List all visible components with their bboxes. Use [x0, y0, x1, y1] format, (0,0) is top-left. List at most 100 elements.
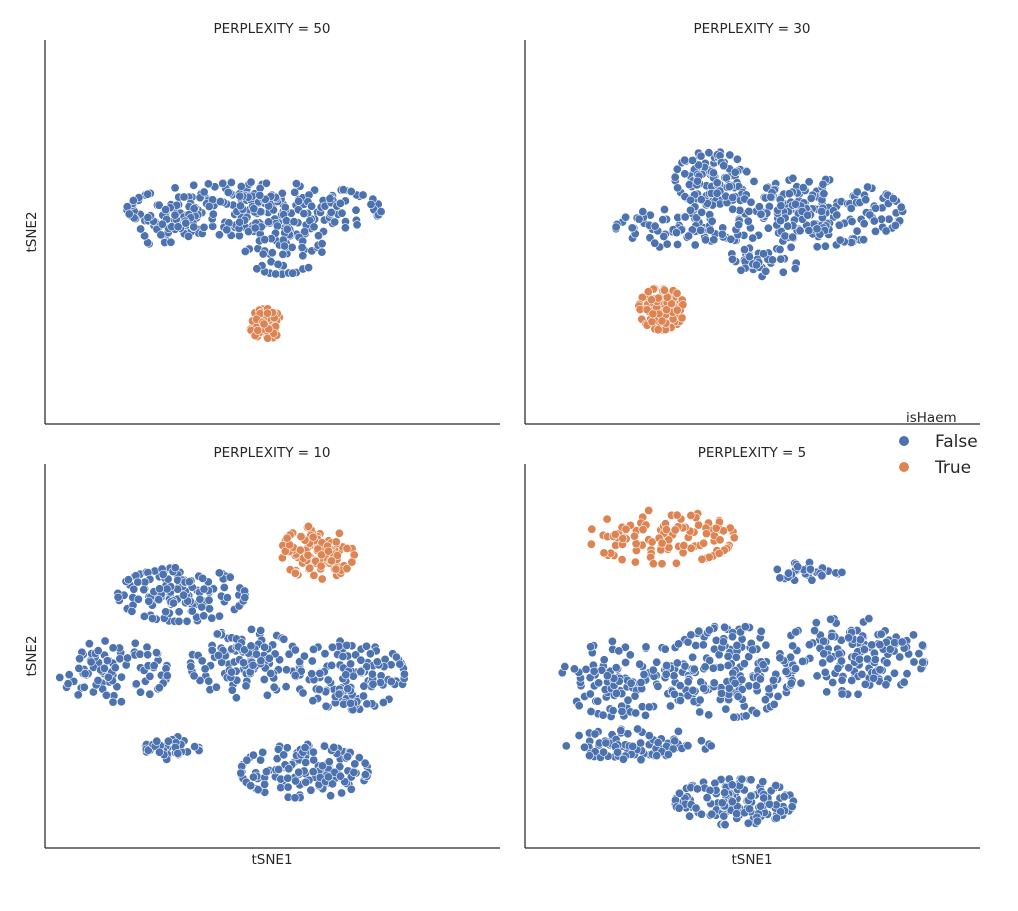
scatter-point-false [723, 651, 733, 661]
scatter-point-false [283, 782, 293, 792]
scatter-point-false [648, 665, 658, 675]
scatter-point-false [764, 799, 774, 809]
scatter-point-false [579, 742, 589, 752]
scatter-point-false [696, 809, 706, 819]
scatter-point-false [143, 189, 153, 199]
scatter-point-false [360, 758, 370, 768]
scatter-point-false [212, 629, 222, 639]
scatter-point-false [161, 205, 171, 215]
scatter-point-true [331, 564, 341, 574]
scatter-point-false [732, 809, 742, 819]
scatter-point-false [288, 268, 298, 278]
scatter-point-false [162, 584, 172, 594]
scatter-point-false [267, 248, 277, 258]
scatter-point-false [746, 197, 756, 207]
scatter-point-true [290, 568, 300, 578]
scatter-point-false [187, 606, 197, 616]
scatter-point-false [743, 818, 753, 828]
scatter-point-false [636, 738, 646, 748]
scatter-point-false [633, 724, 643, 734]
scatter-point-false [761, 640, 771, 650]
y-axis-label: tSNE2 [24, 635, 40, 676]
scatter-point-false [732, 640, 742, 650]
scatter-point-false [662, 660, 672, 670]
scatter-point-true [697, 554, 707, 564]
scatter-point-true [686, 510, 696, 520]
scatter-point-false [253, 785, 263, 795]
scatter-point-false [630, 691, 640, 701]
scatter-point-false [149, 661, 159, 671]
scatter-point-false [294, 767, 304, 777]
scatter-point-false [688, 685, 698, 695]
scatter-point-false [680, 169, 690, 179]
scatter-point-false [775, 573, 785, 583]
scatter-point-false [652, 751, 662, 761]
scatter-point-false [835, 235, 845, 245]
scatter-point-false [145, 689, 155, 699]
scatter-point-false [820, 241, 830, 251]
scatter-point-false [875, 665, 885, 675]
scatter-point-false [113, 592, 123, 602]
scatter-point-false [372, 657, 382, 667]
scatter-point-false [223, 187, 233, 197]
scatter-point-false [64, 670, 74, 680]
scatter-point-false [239, 658, 249, 668]
scatter-point-false [870, 226, 880, 236]
scatter-point-false [744, 252, 754, 262]
scatter-point-false [783, 221, 793, 231]
scatter-point-false [589, 666, 599, 676]
scatter-point-false [205, 604, 215, 614]
legend-label-true: True [934, 458, 971, 478]
scatter-point-false [290, 645, 300, 655]
scatter-point-false [298, 251, 308, 261]
scatter-point-false [888, 194, 898, 204]
scatter-point-false [561, 741, 571, 751]
scatter-point-false [102, 656, 112, 666]
scatter-point-false [279, 750, 289, 760]
scatter-point-false [348, 671, 358, 681]
scatter-point-false [227, 667, 237, 677]
scatter-point-false [354, 753, 364, 763]
scatter-point-false [585, 689, 595, 699]
scatter-point-false [271, 269, 281, 279]
scatter-point-false [675, 681, 685, 691]
scatter-point-false [127, 606, 137, 616]
scatter-point-false [683, 677, 693, 687]
scatter-point-false [670, 736, 680, 746]
scatter-point-false [836, 656, 846, 666]
scatter-point-false [756, 626, 766, 636]
scatter-point-false [337, 788, 347, 798]
scatter-point-false [689, 664, 699, 674]
scatter-point-false [909, 657, 919, 667]
scatter-point-false [255, 190, 265, 200]
scatter-point-false [136, 224, 146, 234]
scatter-point-false [308, 644, 318, 654]
scatter-point-false [704, 148, 714, 158]
scatter-point-false [661, 669, 671, 679]
scatter-point-false [63, 679, 73, 689]
scatter-point-false [700, 662, 710, 672]
scatter-point-false [601, 738, 611, 748]
scatter-point-false [325, 194, 335, 204]
scatter-point-true [327, 556, 337, 566]
scatter-point-false [712, 188, 722, 198]
panel-perplexity-30: PERPLEXITY = 30 [524, 21, 980, 425]
scatter-point-false [261, 178, 271, 188]
scatter-point-false [712, 178, 722, 188]
scatter-point-false [698, 640, 708, 650]
scatter-point-true [679, 540, 689, 550]
scatter-point-false [112, 682, 122, 692]
scatter-point-true [657, 559, 667, 569]
scatter-point-false [189, 180, 199, 190]
scatter-point-false [790, 664, 800, 674]
scatter-point-false [218, 179, 228, 189]
scatter-point-true [647, 537, 657, 547]
scatter-point-false [204, 595, 214, 605]
scatter-point-false [717, 798, 727, 808]
scatter-point-false [262, 690, 272, 700]
scatter-point-false [346, 784, 356, 794]
scatter-point-false [204, 202, 214, 212]
scatter-point-false [665, 701, 675, 711]
scatter-point-false [386, 676, 396, 686]
scatter-point-false [166, 237, 176, 247]
